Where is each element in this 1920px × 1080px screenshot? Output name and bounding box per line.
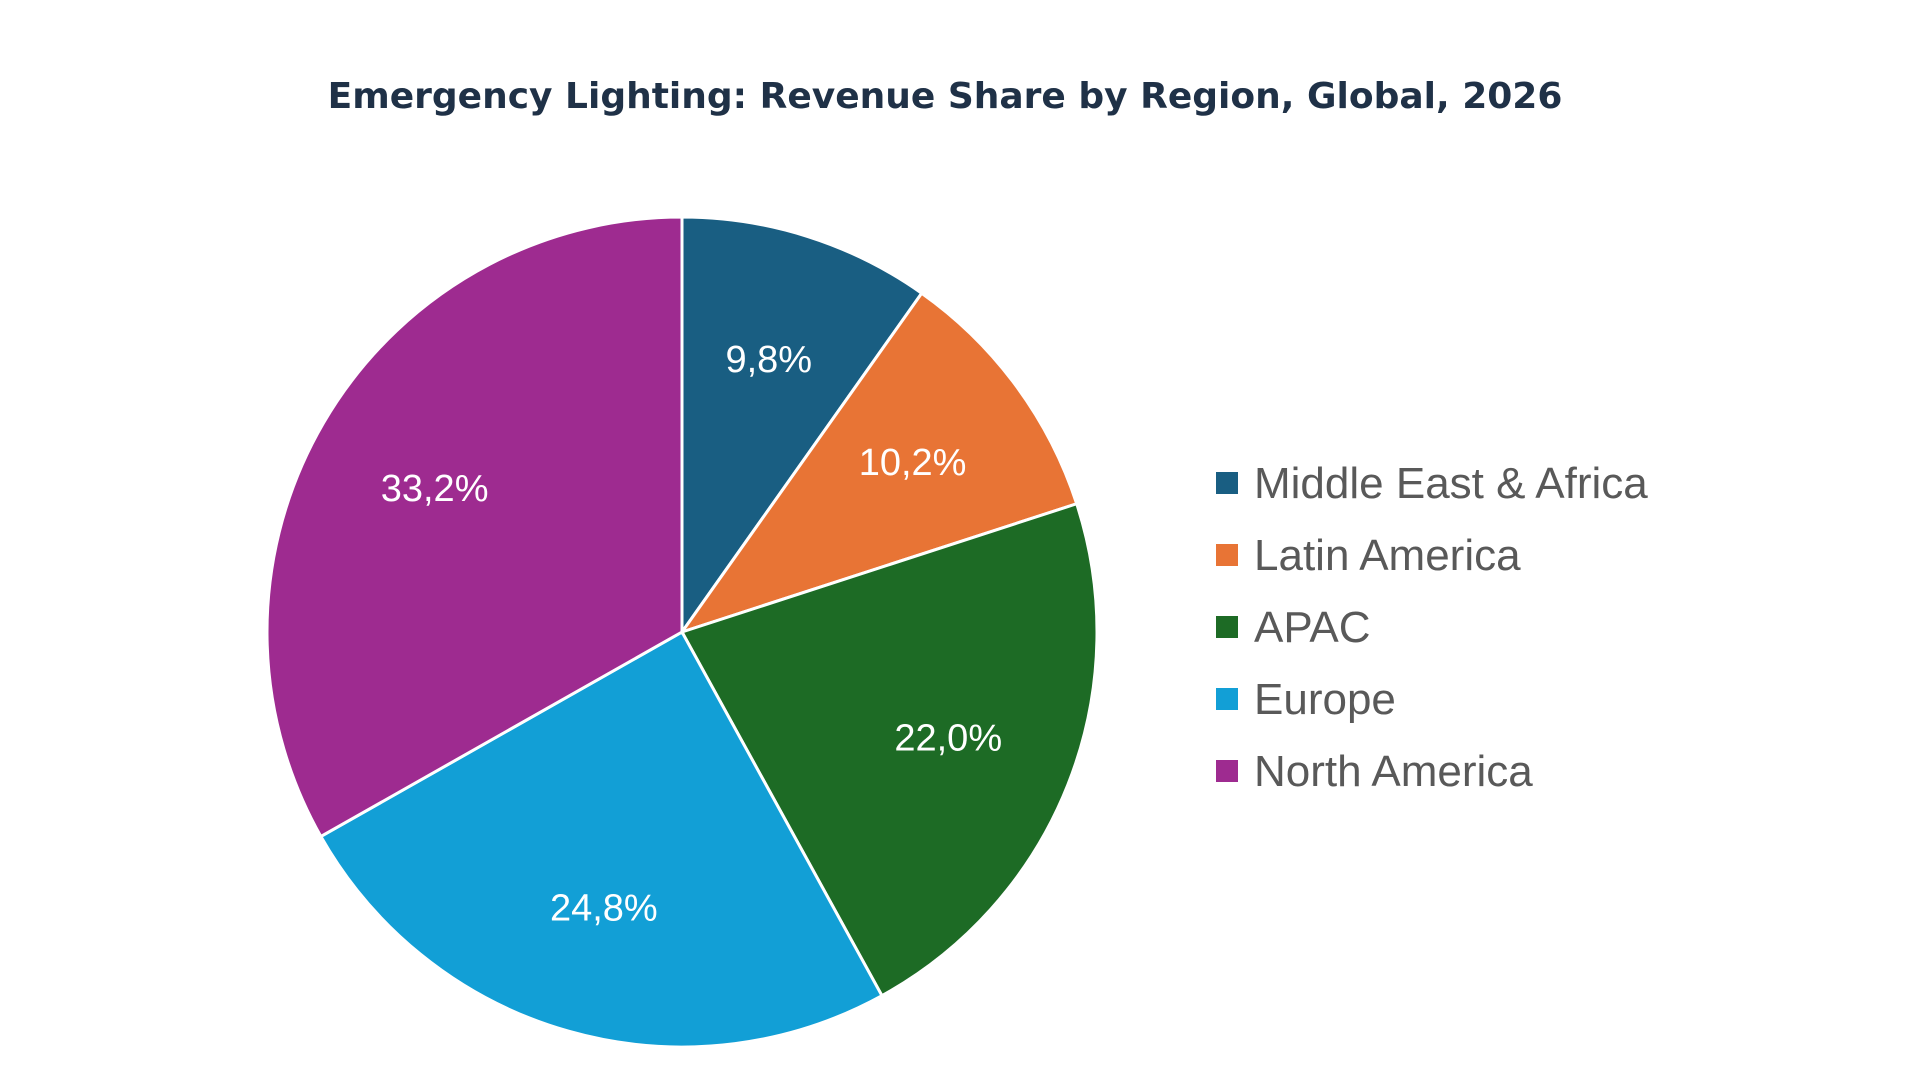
legend-label: Middle East & Africa xyxy=(1254,459,1648,508)
pie-slice-north-america xyxy=(265,215,684,839)
pie-slice-middle-east-and-africa xyxy=(680,215,924,637)
legend-swatch xyxy=(1216,688,1238,710)
legend-item-apac: APAC xyxy=(1216,603,1371,652)
data-label-apac: 22,0% xyxy=(894,717,1002,759)
legend-label: APAC xyxy=(1254,603,1371,652)
legend-swatch xyxy=(1216,472,1238,494)
data-label-latin-america: 10,2% xyxy=(859,442,967,484)
pie-slices xyxy=(265,215,1099,1049)
legend-swatch xyxy=(1216,544,1238,566)
data-label-north-america: 33,2% xyxy=(381,468,489,510)
pie-slice-latin-america xyxy=(678,291,1079,635)
legend-item-latin-america: Latin America xyxy=(1216,531,1521,580)
chart-title: Emergency Lighting: Revenue Share by Reg… xyxy=(328,76,1563,117)
legend: Middle East & Africa Latin America APAC Eur… xyxy=(1216,459,1648,796)
legend-label: Latin America xyxy=(1254,531,1521,580)
data-label-europe: 24,8% xyxy=(550,887,658,929)
pie-data-labels: 9,8% 10,2% 22,0% 24,8% 33,2% xyxy=(381,339,1002,929)
legend-swatch xyxy=(1216,616,1238,638)
legend-label: North America xyxy=(1254,747,1533,796)
legend-label: Europe xyxy=(1254,675,1396,724)
data-label-middle-east-and-africa: 9,8% xyxy=(725,339,812,381)
legend-item-middle-east-and-africa: Middle East & Africa xyxy=(1216,459,1648,508)
legend-item-europe: Europe xyxy=(1216,675,1396,724)
pie-slice-europe xyxy=(318,629,884,1049)
legend-swatch xyxy=(1216,760,1238,782)
legend-item-north-america: North America xyxy=(1216,747,1533,796)
pie-slice-apac xyxy=(679,501,1099,998)
